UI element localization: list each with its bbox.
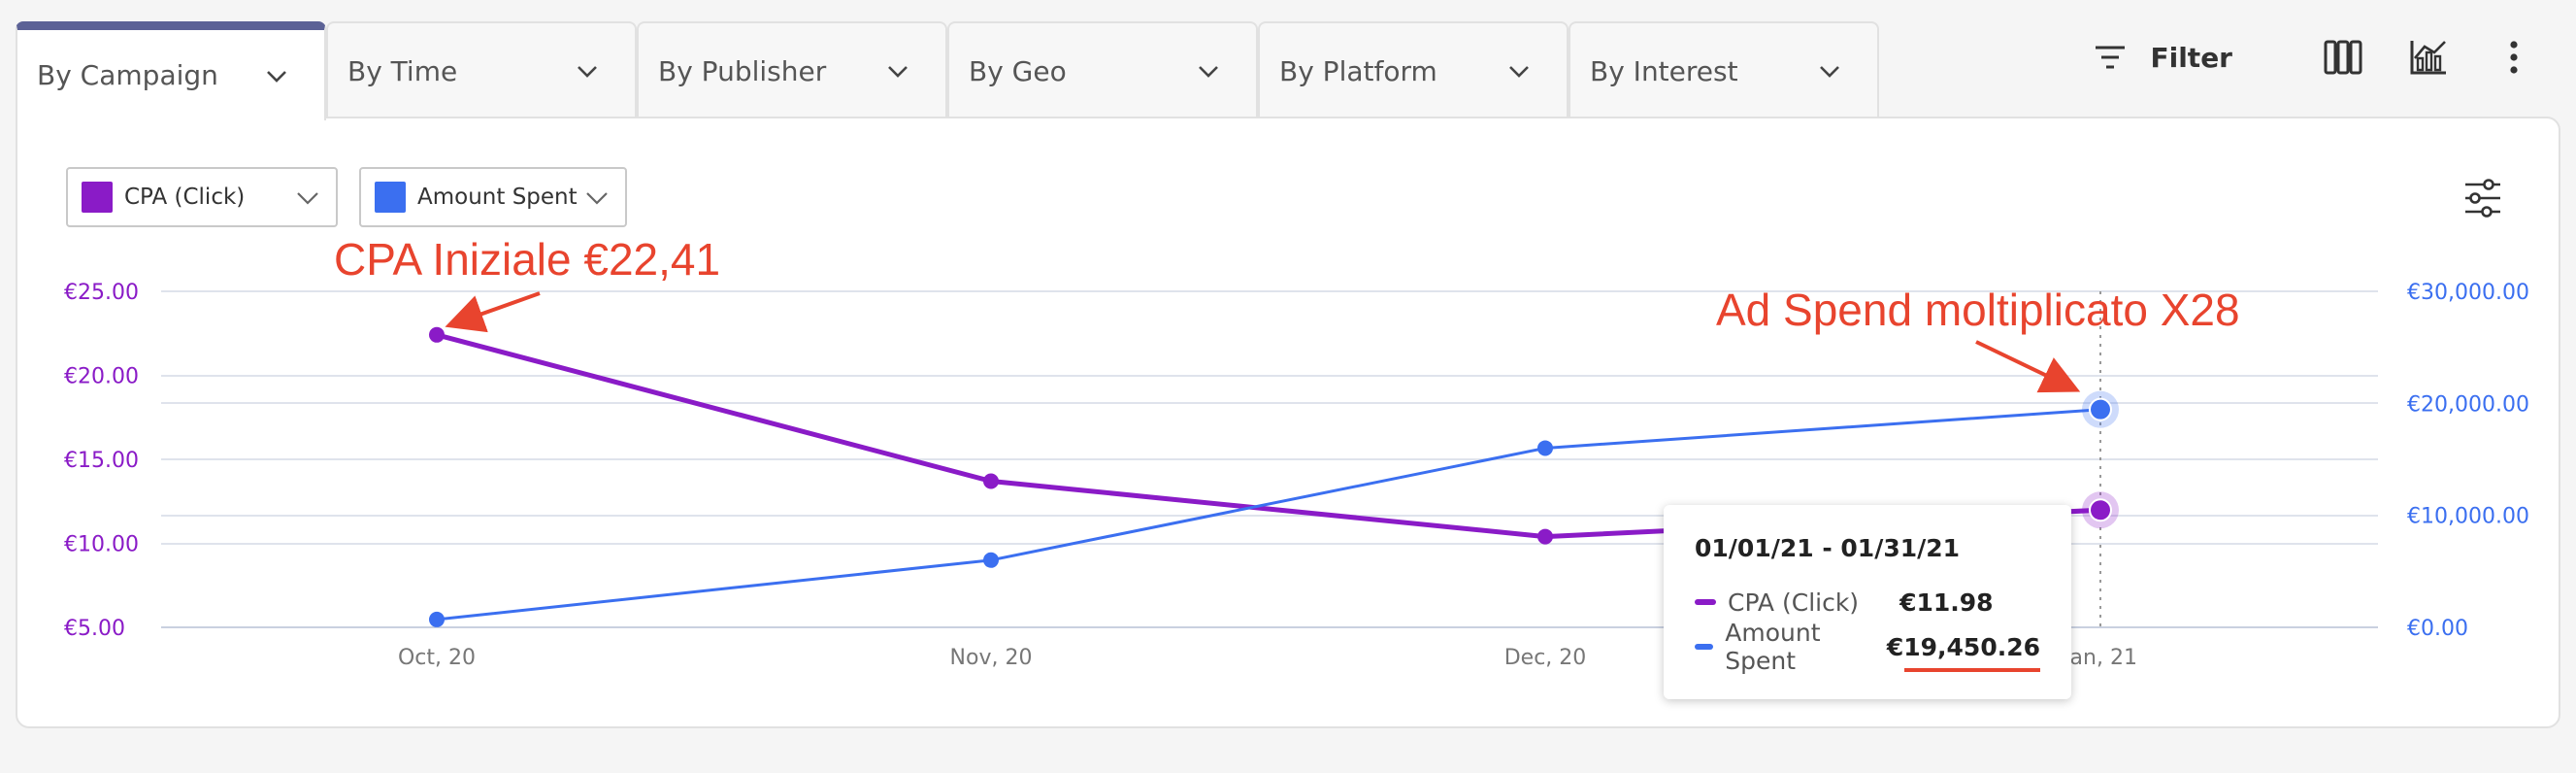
tab-by-campaign[interactable]: By Campaign xyxy=(16,21,326,120)
annotation-underline xyxy=(1904,668,2040,672)
data-point-amount-spent xyxy=(429,611,445,627)
data-point-cpa xyxy=(983,473,999,489)
series-line-amount-spent xyxy=(436,408,2101,622)
metric-selector-label: Amount Spent xyxy=(417,185,578,210)
metric-selector-amount-spent[interactable]: Amount Spent xyxy=(359,167,627,227)
chevron-down-icon xyxy=(297,192,318,205)
tooltip-series-value: €19,450.26 xyxy=(1886,632,2040,661)
tab-by-platform[interactable]: By Platform xyxy=(1258,21,1569,118)
columns-button[interactable] xyxy=(2320,34,2366,81)
chart-toggle-icon xyxy=(2410,41,2446,75)
tooltip-series-value: €11.98 xyxy=(1899,588,1994,617)
toolbar: Filter xyxy=(2094,29,2537,85)
y-left-tick-label: €25.00 xyxy=(64,281,139,305)
x-tick-label: Oct, 20 xyxy=(398,646,476,670)
metric-selector-label: CPA (Click) xyxy=(124,185,246,210)
tab-by-interest[interactable]: By Interest xyxy=(1569,21,1879,118)
chevron-down-icon xyxy=(586,192,608,205)
tab-by-time[interactable]: By Time xyxy=(326,21,637,118)
data-point-cpa xyxy=(1537,528,1553,545)
tab-label: By Campaign xyxy=(37,59,218,91)
color-swatch xyxy=(375,182,406,213)
y-right-tick-label: €10,000.00 xyxy=(2407,505,2529,529)
filter-icon xyxy=(2096,46,2126,69)
y-right-tick-label: €0.00 xyxy=(2407,617,2468,641)
annotation-ad-spend: Ad Spend moltiplicato X28 xyxy=(1716,285,2240,335)
chevron-down-icon xyxy=(1820,66,1839,78)
data-point-amount-spent xyxy=(1537,440,1553,456)
y-left-tick-label: €15.00 xyxy=(64,449,139,473)
tooltip-row-amount-spent: Amount Spent €19,450.26 xyxy=(1695,619,2040,675)
tooltip-series-name: CPA (Click) xyxy=(1728,588,1860,617)
data-point-amount-spent xyxy=(983,552,999,568)
more-options-button[interactable] xyxy=(2491,34,2537,81)
chart-toggle-button[interactable] xyxy=(2405,34,2452,81)
tab-label: By Time xyxy=(347,54,458,87)
chevron-down-icon xyxy=(578,66,597,78)
more-vertical-icon xyxy=(2510,41,2518,74)
tab-by-publisher[interactable]: By Publisher xyxy=(637,21,947,118)
chart-settings-icon[interactable] xyxy=(2461,177,2504,219)
columns-icon xyxy=(2324,40,2362,75)
tab-label: By Platform xyxy=(1279,54,1437,87)
annotation-arrow xyxy=(445,291,541,333)
y-left-tick-label: €5.00 xyxy=(64,617,125,641)
data-point-cpa xyxy=(429,326,445,343)
x-tick-label: Nov, 20 xyxy=(950,646,1033,670)
chart-tooltip: 01/01/21 - 01/31/21 CPA (Click) €11.98 A… xyxy=(1664,505,2071,699)
x-tick-label: Jan, 21 xyxy=(2062,646,2137,670)
y-right-tick-label: €30,000.00 xyxy=(2407,281,2529,305)
metric-selector-cpa[interactable]: CPA (Click) xyxy=(66,167,338,227)
tab-by-geo[interactable]: By Geo xyxy=(947,21,1258,118)
tab-label: By Interest xyxy=(1590,54,1738,87)
annotation-arrow xyxy=(1975,340,2081,393)
tab-label: By Geo xyxy=(969,54,1067,87)
annotation-initial-cpa: CPA Iniziale €22,41 xyxy=(334,234,721,285)
tab-label: By Publisher xyxy=(658,54,827,87)
report-tabs: By Campaign By Time By Publisher By Geo … xyxy=(16,21,1879,120)
data-point-amount-spent xyxy=(2089,397,2112,421)
tooltip-series-name: Amount Spent xyxy=(1725,619,1821,675)
filter-button[interactable]: Filter xyxy=(2094,42,2232,74)
tooltip-title: 01/01/21 - 01/31/21 xyxy=(1695,534,1961,562)
y-left-tick-label: €20.00 xyxy=(64,365,139,389)
color-swatch xyxy=(82,182,113,213)
y-left-tick-label: €10.00 xyxy=(64,533,139,557)
filter-label: Filter xyxy=(2150,41,2232,74)
series-line-swatch xyxy=(1695,644,1714,650)
tooltip-row-cpa: CPA (Click) €11.98 xyxy=(1695,580,2040,624)
data-point-cpa xyxy=(2089,498,2112,522)
series-line-swatch xyxy=(1695,599,1716,605)
y-right-tick-label: €20,000.00 xyxy=(2407,392,2529,417)
chevron-down-icon xyxy=(888,66,908,78)
chevron-down-icon xyxy=(267,70,286,83)
x-tick-label: Dec, 20 xyxy=(1504,646,1587,670)
chevron-down-icon xyxy=(1199,66,1218,78)
chevron-down-icon xyxy=(1509,66,1529,78)
